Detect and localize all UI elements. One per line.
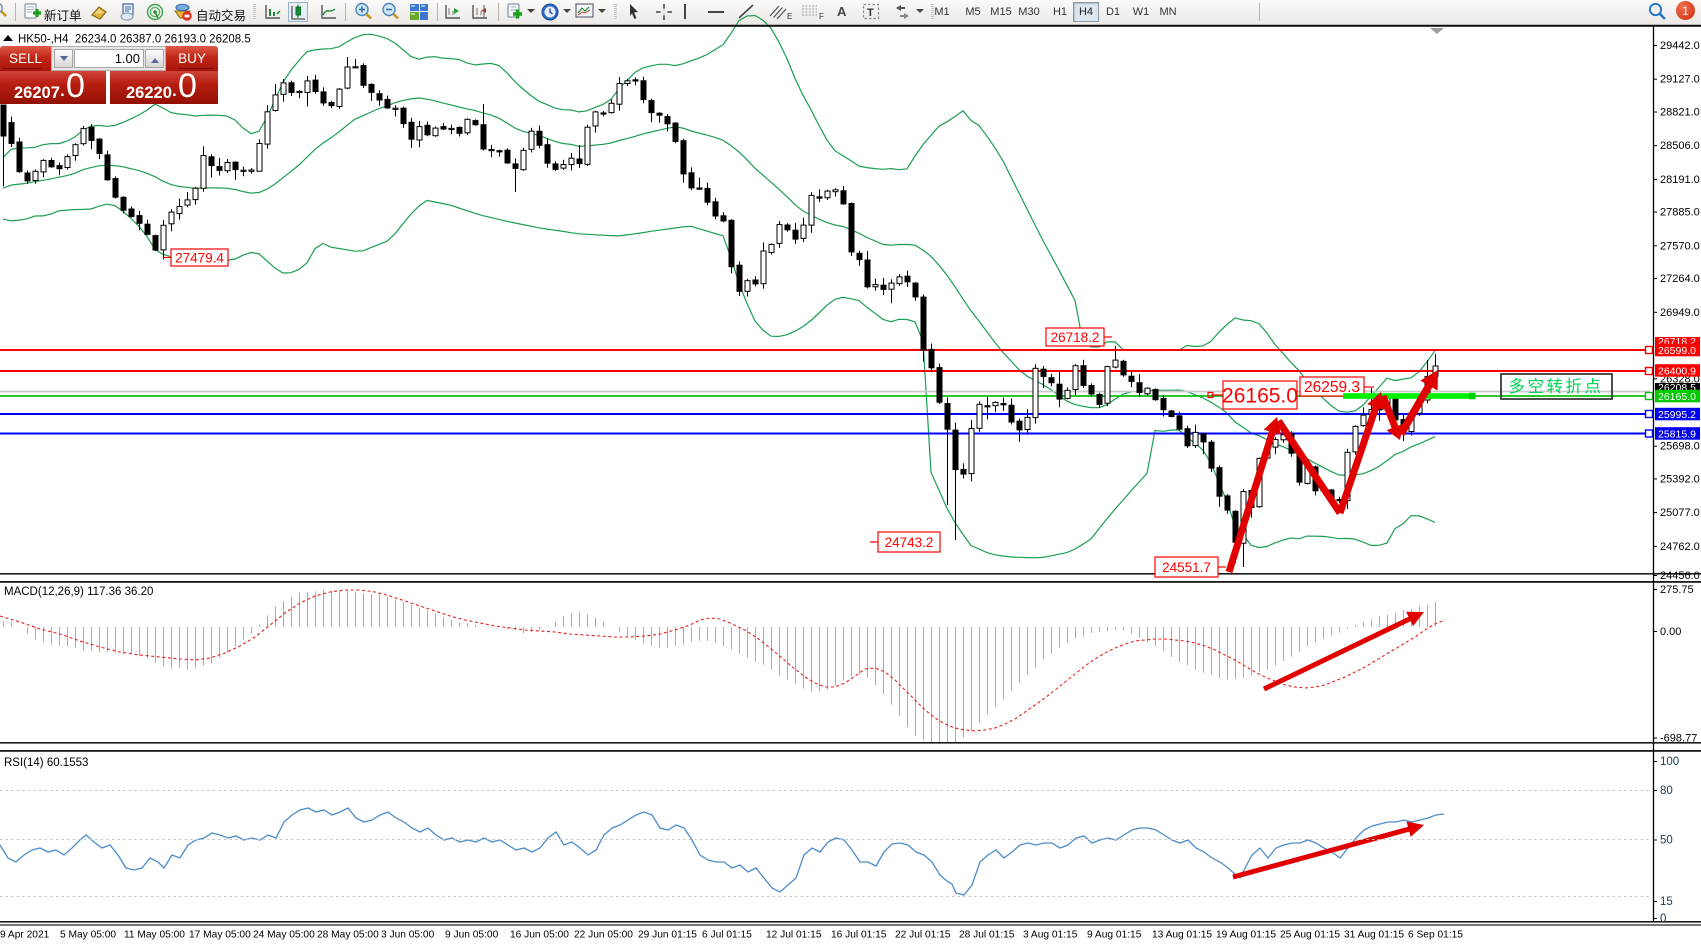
svg-text:6 Jul 01:15: 6 Jul 01:15 bbox=[702, 930, 752, 941]
svg-text:3 Aug 01:15: 3 Aug 01:15 bbox=[1023, 930, 1078, 941]
svg-text:24743.2: 24743.2 bbox=[885, 535, 934, 550]
svg-text:26949.0: 26949.0 bbox=[1660, 307, 1700, 319]
svg-text:25077.0: 25077.0 bbox=[1660, 507, 1700, 519]
svg-text:15: 15 bbox=[1660, 896, 1673, 908]
svg-text:27570.0: 27570.0 bbox=[1660, 240, 1700, 252]
svg-text:16 Jul 01:15: 16 Jul 01:15 bbox=[831, 930, 887, 941]
svg-text:25995.2: 25995.2 bbox=[1658, 409, 1696, 421]
svg-text:28191.0: 28191.0 bbox=[1660, 174, 1700, 186]
svg-text:29 Jun 01:15: 29 Jun 01:15 bbox=[638, 930, 697, 941]
svg-text:25815.9: 25815.9 bbox=[1658, 428, 1696, 440]
svg-text:0.00: 0.00 bbox=[1660, 626, 1681, 638]
svg-text:80: 80 bbox=[1660, 785, 1673, 797]
svg-text:50: 50 bbox=[1660, 835, 1673, 847]
svg-text:28506.0: 28506.0 bbox=[1660, 140, 1700, 152]
svg-text:22 Jun 05:00: 22 Jun 05:00 bbox=[574, 930, 633, 941]
svg-text:31 Aug 01:15: 31 Aug 01:15 bbox=[1344, 930, 1404, 941]
svg-text:13 Aug 01:15: 13 Aug 01:15 bbox=[1152, 930, 1212, 941]
svg-text:22 Jul 01:15: 22 Jul 01:15 bbox=[895, 930, 951, 941]
svg-text:27264.0: 27264.0 bbox=[1660, 273, 1700, 285]
svg-text:24551.7: 24551.7 bbox=[1162, 560, 1211, 575]
svg-text:27479.4: 27479.4 bbox=[175, 250, 224, 265]
svg-text:26400.9: 26400.9 bbox=[1658, 365, 1696, 377]
svg-text:24762.0: 24762.0 bbox=[1660, 541, 1700, 553]
svg-text:9 Apr 2021: 9 Apr 2021 bbox=[0, 930, 50, 941]
svg-text:27885.0: 27885.0 bbox=[1660, 207, 1700, 219]
svg-text:29442.0: 29442.0 bbox=[1660, 40, 1700, 52]
svg-text:5 May 05:00: 5 May 05:00 bbox=[60, 930, 116, 941]
svg-text:24 May 05:00: 24 May 05:00 bbox=[253, 930, 315, 941]
svg-text:-698.77: -698.77 bbox=[1660, 733, 1697, 745]
svg-text:16 Jun 05:00: 16 Jun 05:00 bbox=[510, 930, 569, 941]
svg-text:25698.0: 25698.0 bbox=[1660, 441, 1700, 453]
svg-text:26599.0: 26599.0 bbox=[1658, 345, 1696, 357]
svg-text:9 Aug 01:15: 9 Aug 01:15 bbox=[1087, 930, 1142, 941]
svg-text:26165.0: 26165.0 bbox=[1222, 385, 1298, 408]
svg-text:26718.2: 26718.2 bbox=[1051, 330, 1100, 345]
svg-text:6 Sep 01:15: 6 Sep 01:15 bbox=[1408, 930, 1463, 941]
svg-text:E: E bbox=[787, 12, 792, 21]
svg-text:28 May 05:00: 28 May 05:00 bbox=[317, 930, 379, 941]
svg-text:25392.0: 25392.0 bbox=[1660, 473, 1700, 485]
svg-text:29127.0: 29127.0 bbox=[1660, 74, 1700, 86]
svg-text:F: F bbox=[819, 12, 824, 21]
svg-text:3 Jun 05:00: 3 Jun 05:00 bbox=[381, 930, 435, 941]
svg-text:26165.0: 26165.0 bbox=[1658, 391, 1696, 403]
svg-text:100: 100 bbox=[1660, 756, 1679, 768]
svg-text:MACD(12,26,9) 117.36 36.20: MACD(12,26,9) 117.36 36.20 bbox=[4, 586, 153, 598]
svg-text:RSI(14) 60.1553: RSI(14) 60.1553 bbox=[4, 757, 88, 769]
svg-text:24456.0: 24456.0 bbox=[1660, 570, 1700, 582]
svg-text:26208.5: 26208.5 bbox=[1658, 382, 1696, 394]
svg-text:0: 0 bbox=[1660, 913, 1666, 925]
svg-text:25 Aug 01:15: 25 Aug 01:15 bbox=[1280, 930, 1340, 941]
svg-text:17 May 05:00: 17 May 05:00 bbox=[189, 930, 251, 941]
svg-text:9 Jun 05:00: 9 Jun 05:00 bbox=[445, 930, 499, 941]
svg-text:26259.3: 26259.3 bbox=[1304, 379, 1360, 396]
svg-text:多空转折点: 多空转折点 bbox=[1509, 377, 1604, 396]
svg-text:19 Aug 01:15: 19 Aug 01:15 bbox=[1216, 930, 1276, 941]
svg-text:12 Jul 01:15: 12 Jul 01:15 bbox=[766, 930, 822, 941]
svg-text:28 Jul 01:15: 28 Jul 01:15 bbox=[959, 930, 1015, 941]
svg-text:T: T bbox=[867, 7, 874, 19]
svg-text:26718.2: 26718.2 bbox=[1658, 336, 1696, 348]
svg-text:11 May 05:00: 11 May 05:00 bbox=[124, 930, 185, 941]
svg-text:HK50-,H4 26234.0 26387.0 2619: HK50-,H4 26234.0 26387.0 26193.0 26208.5 bbox=[18, 34, 251, 46]
svg-text:275.75: 275.75 bbox=[1660, 584, 1694, 596]
svg-text:28821.0: 28821.0 bbox=[1660, 107, 1700, 119]
